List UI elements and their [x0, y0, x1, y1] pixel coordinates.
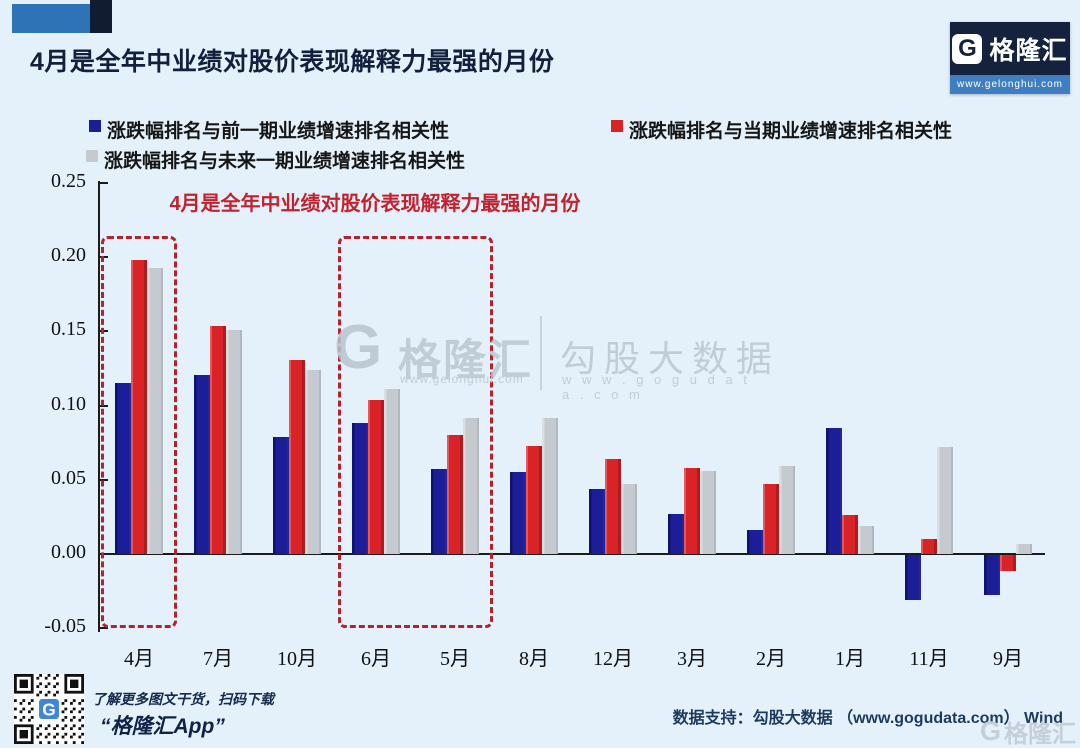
bar-9月-series1	[1000, 554, 1016, 571]
highlight-box-2	[338, 236, 493, 628]
bar-4月-series1	[131, 259, 147, 554]
bar-3月-series2	[700, 470, 716, 554]
corner-watermark: G 格隆汇	[980, 714, 1076, 748]
x-axis-label: 2月	[756, 648, 786, 670]
bar-6月-series2	[384, 388, 400, 554]
bar-8月-series2	[542, 417, 558, 554]
y-axis-tick-label: 0.05	[51, 466, 86, 489]
y-axis-tick-label: -0.05	[44, 615, 86, 637]
gelonghui-brand-text: 格隆汇	[989, 36, 1068, 65]
legend-label: 涨跌幅排名与前一期业绩增速排名相关性	[107, 121, 450, 142]
x-axis-label: 8月	[519, 648, 549, 670]
x-axis-label: 4月	[124, 648, 154, 670]
x-axis-label: 6月	[361, 648, 391, 670]
bar-4月-series0	[115, 382, 131, 554]
bar-8月-series1	[526, 445, 542, 554]
x-axis-label: 9月	[993, 648, 1023, 670]
svg-text:G: G	[42, 700, 56, 720]
header-accent-blue	[12, 4, 90, 33]
x-axis-label: 10月	[277, 648, 317, 670]
legend-item-prev-period: 涨跌幅排名与前一期业绩增速排名相关性	[89, 116, 449, 143]
watermark-partner: 勾股大数据	[560, 338, 781, 379]
bar-1月-series2	[858, 525, 874, 554]
y-axis-tick-label: 0.25	[51, 170, 86, 192]
bar-7月-series1	[210, 325, 226, 554]
corner-watermark-g-icon: G	[979, 716, 1001, 746]
bar-2月-series1	[763, 483, 779, 554]
y-axis-tick-label: 0.00	[51, 540, 86, 563]
bar-9月-series0	[984, 554, 1000, 595]
gelonghui-logo-top: G 格隆汇	[950, 22, 1070, 75]
bar-6月-series1	[368, 399, 384, 554]
bar-12月-series1	[605, 458, 621, 554]
bar-12月-series0	[589, 488, 605, 554]
bar-2月-series0	[747, 529, 763, 554]
bar-5月-series2	[463, 417, 479, 554]
watermark-divider	[540, 316, 542, 390]
y-axis-tick	[100, 182, 108, 184]
corner-watermark-text: 格隆汇	[1004, 721, 1076, 748]
legend-swatch-red	[611, 120, 623, 132]
x-axis-label: 5月	[440, 648, 470, 670]
x-axis-zero-line	[98, 552, 1045, 555]
bar-10月-series1	[289, 359, 305, 554]
qr-code: G	[14, 674, 84, 744]
bar-6月-series0	[352, 422, 368, 554]
legend-label: 涨跌幅排名与当期业绩增速排名相关性	[629, 121, 953, 142]
gelonghui-g-icon: G	[952, 33, 983, 64]
bar-4月-series2	[147, 267, 163, 554]
bar-8月-series0	[510, 471, 526, 554]
bar-5月-series1	[447, 434, 463, 554]
legend-swatch-gray	[86, 150, 98, 162]
y-axis-tick-label: 0.20	[51, 244, 86, 267]
y-axis-line	[98, 181, 100, 632]
x-axis-label: 1月	[835, 648, 865, 670]
x-axis-label: 3月	[677, 648, 707, 670]
data-support-text: 数据支持：勾股大数据 （www.gogudata.com） Wind	[672, 710, 1063, 727]
page-title: 4月是全年中业绩对股价表现解释力最强的月份	[30, 48, 555, 76]
x-axis-label: 12月	[593, 648, 633, 670]
bar-2月-series2	[779, 465, 795, 554]
bar-1月-series1	[842, 514, 858, 554]
legend-item-current-period: 涨跌幅排名与当期业绩增速排名相关性	[611, 116, 952, 143]
highlight-box-1	[101, 236, 177, 628]
bar-11月-series2	[937, 446, 953, 554]
bar-12月-series2	[621, 483, 637, 554]
bar-1月-series0	[826, 427, 842, 554]
y-axis-tick	[100, 478, 108, 481]
x-axis-label: 11月	[909, 648, 949, 670]
watermark-partner-url: w w w . g o g u d a t a . c o m	[562, 372, 751, 402]
y-axis-tick	[100, 256, 108, 259]
bar-9月-series2	[1016, 543, 1032, 554]
bar-11月-series0	[905, 554, 921, 600]
gelonghui-logo: G 格隆汇 www.gelonghui.com	[950, 22, 1070, 94]
qr-caption: 了解更多图文干货，扫码下载	[92, 691, 274, 707]
bar-10月-series0	[273, 436, 289, 554]
y-axis-tick	[100, 330, 108, 333]
bar-10月-series2	[305, 369, 321, 554]
chart-title: 4月是全年中业绩对股价表现解释力最强的月份	[169, 193, 581, 215]
y-axis-tick-label: 0.10	[51, 392, 86, 415]
bar-3月-series0	[668, 513, 684, 554]
legend-label: 涨跌幅排名与未来一期业绩增速排名相关性	[104, 151, 466, 172]
bar-5月-series0	[431, 468, 447, 554]
bar-11月-series1	[921, 538, 937, 554]
legend-item-next-period: 涨跌幅排名与未来一期业绩增速排名相关性	[86, 146, 465, 173]
bar-3月-series1	[684, 467, 700, 554]
y-axis-tick	[100, 404, 108, 407]
gelonghui-url: www.gelonghui.com	[950, 75, 1070, 94]
x-axis-label: 7月	[203, 648, 233, 670]
header-accent-navy	[90, 0, 112, 33]
legend-swatch-navy	[89, 120, 101, 132]
app-name-text: “格隆汇App”	[100, 715, 225, 738]
bar-7月-series0	[194, 374, 210, 554]
y-axis-tick	[100, 627, 108, 629]
bar-7月-series2	[226, 329, 242, 554]
y-axis-tick-label: 0.15	[51, 318, 86, 341]
